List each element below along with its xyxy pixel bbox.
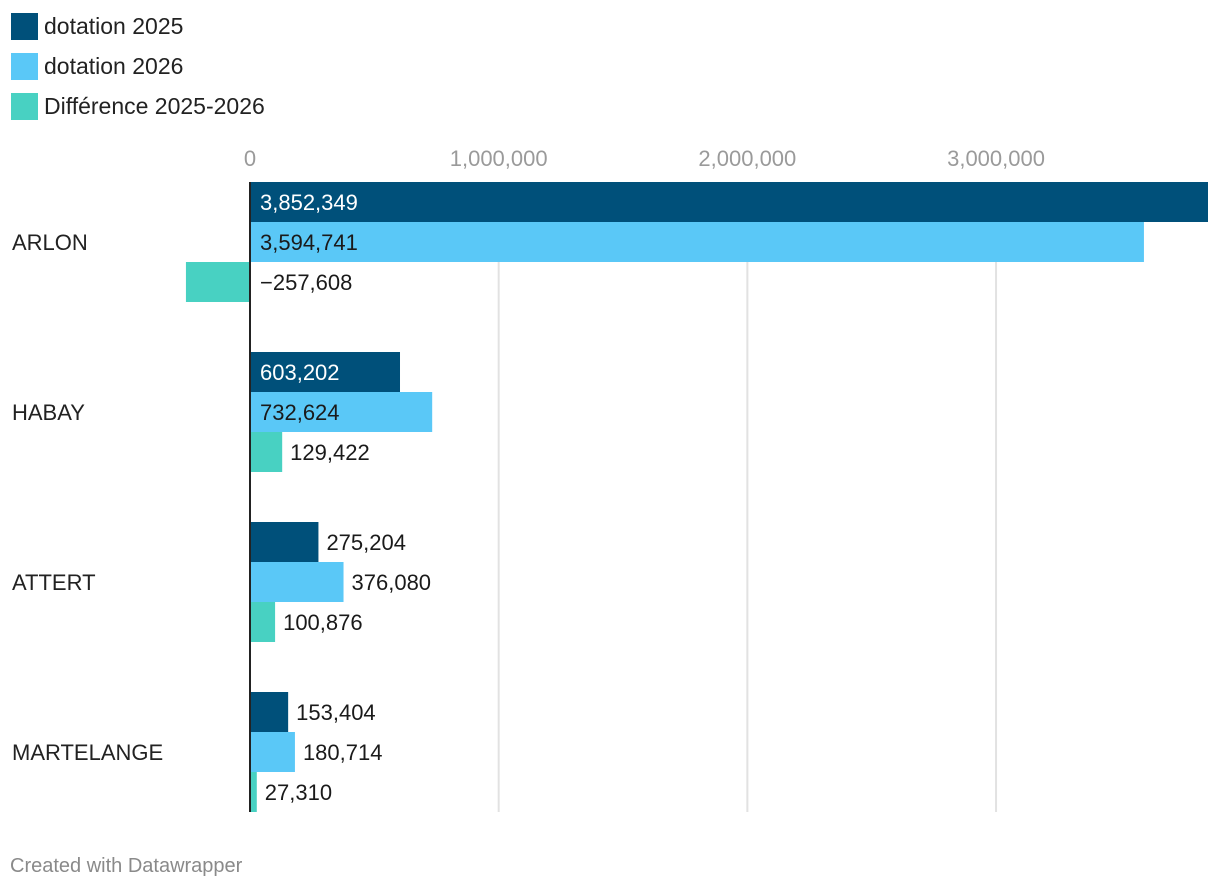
gridlines: [497, 182, 998, 812]
x-tick-label: 1,000,000: [450, 146, 548, 171]
category-label: HABAY: [12, 400, 85, 425]
bar-attert-series-1: [250, 522, 319, 562]
category-label: ATTERT: [12, 570, 96, 595]
bar-arlon-series-2: [250, 222, 1144, 262]
bar-habay-series-1: [250, 352, 401, 392]
legend-swatch-3: [11, 93, 38, 120]
category-label: MARTELANGE: [12, 740, 163, 765]
legend-label-1: dotation 2025: [44, 13, 183, 39]
legend-swatch-2: [11, 53, 38, 80]
value-label: 275,204: [326, 530, 406, 555]
legend-swatch-1: [11, 13, 38, 40]
bar-martelange-series-1: [250, 692, 289, 732]
value-label: 732,624: [260, 400, 340, 425]
bar-martelange-series-2: [250, 732, 295, 772]
bar-martelange-series-3: [250, 772, 257, 812]
category-labels: ARLON HABAY ATTERT MARTELANGE: [12, 230, 163, 765]
bar-habay-series-2: [250, 392, 433, 432]
value-label: 180,714: [303, 740, 383, 765]
bar-arlon-series-1: [250, 182, 1208, 222]
legend-label-3: Différence 2025-2026: [44, 93, 265, 119]
bar-attert-series-3: [250, 602, 276, 642]
value-label: 27,310: [265, 780, 332, 805]
value-label: 153,404: [296, 700, 376, 725]
value-label: 100,876: [283, 610, 363, 635]
legend: dotation 2025 dotation 2026 Différence 202…: [11, 13, 265, 120]
value-label: 603,202: [260, 360, 340, 385]
value-label: 129,422: [290, 440, 370, 465]
x-tick-label: 0: [244, 146, 256, 171]
value-label: −257,608: [260, 270, 352, 295]
x-tick-label: 2,000,000: [698, 146, 796, 171]
category-label: ARLON: [12, 230, 88, 255]
value-label: 3,852,349: [260, 190, 358, 215]
bar-arlon-series-3: [185, 262, 250, 302]
x-tick-label: 3,000,000: [947, 146, 1045, 171]
bars: [185, 182, 1208, 812]
value-label: 3,594,741: [260, 230, 358, 255]
bar-attert-series-2: [250, 562, 344, 602]
value-labels: 3,852,349 3,594,741 −257,608 603,202 732,624…: [260, 190, 431, 805]
credit-text: Created with Datawrapper: [10, 855, 243, 877]
bar-habay-series-3: [250, 432, 283, 472]
x-axis-ticks: 0 1,000,000 2,000,000 3,000,000: [244, 146, 1045, 171]
value-label: 376,080: [352, 570, 432, 595]
legend-label-2: dotation 2026: [44, 53, 183, 79]
